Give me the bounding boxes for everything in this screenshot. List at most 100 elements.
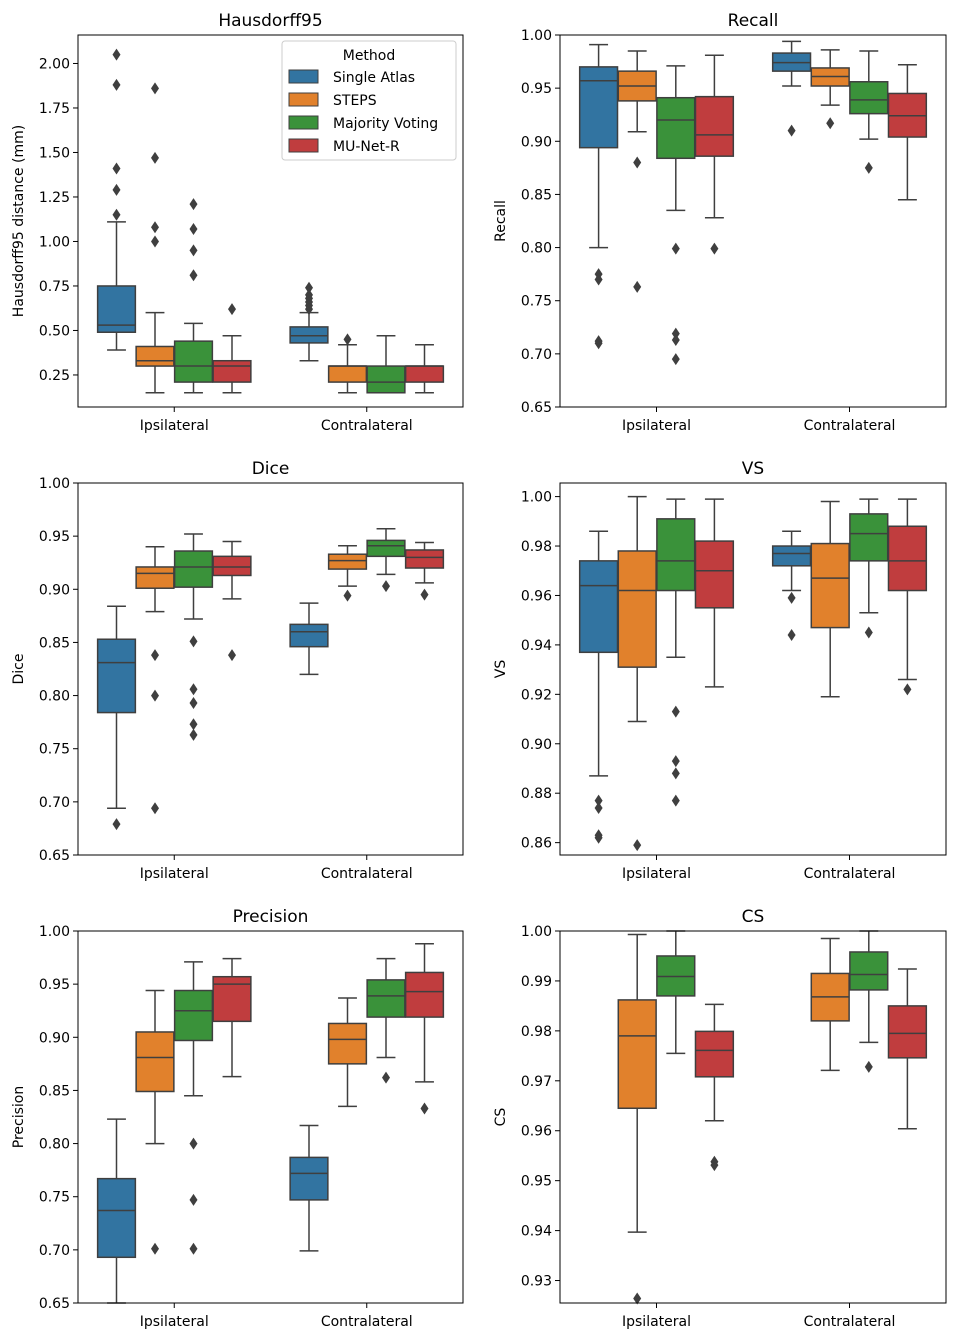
box-iqr [404,549,445,569]
box-single-atlas-contralateral [289,602,329,676]
box-iqr [887,525,928,592]
y-tick-label: 0.80 [39,689,70,705]
outlier-point [305,281,313,294]
y-tick-label: 1.00 [39,234,70,250]
box-majority-voting-contralateral [849,498,889,639]
y-tick-label: 0.92 [521,687,552,703]
y-tick-label: 0.65 [521,400,552,416]
legend-box [281,40,457,161]
outlier-point [189,683,198,696]
outlier-point [787,124,796,137]
y-tick-label: 0.75 [39,742,70,758]
y-axis-label: Hausdorff95 distance (mm) [11,125,27,317]
box-mu-net-r-ipsilateral [212,540,252,662]
legend: Method Single Atlas STEPS Majority Voting MU… [281,40,457,161]
box-steps-ipsilateral [135,546,175,815]
outlier-point [864,1060,873,1073]
outlier-point [633,156,642,169]
box-majority-voting-ipsilateral [656,65,696,366]
y-tick-label: 0.98 [521,1024,552,1040]
box-steps-ipsilateral [617,933,657,1305]
y-tick-label: 0.75 [39,279,70,295]
plot-frame [559,930,947,1304]
outlier-point [864,626,873,639]
chart-panel-6: 0.93 0.94 0.95 0.96 0.97 0.98 0.99 1.00 Ipsilate… [493,907,947,1330]
box-iqr [849,951,889,991]
box-mu-net-r-ipsilateral [212,303,252,394]
legend-label: Single Atlas [333,70,415,86]
legend-swatch [288,115,319,130]
box-mu-net-r-ipsilateral [212,957,252,1078]
y-tick-label: 0.80 [521,241,552,257]
y-tick-label: 0.94 [521,1224,552,1240]
box-iqr [212,555,252,577]
y-axis-label: Recall [493,200,509,242]
y-tick-label: 0.65 [39,848,70,864]
y-tick-label: 0.50 [39,323,70,339]
outlier-point [151,649,159,662]
chart-panel-3: 0.65 0.70 0.75 0.80 0.85 0.90 0.95 1.00 Ipsilate… [11,459,464,882]
y-tick-label: 0.86 [521,836,552,852]
box-mu-net-r-ipsilateral [694,498,735,688]
x-tick-label: Contralateral [804,866,896,882]
plot-frame [77,34,464,408]
y-tick-label: 0.95 [521,1174,552,1190]
box-iqr [810,542,850,629]
outlier-point [671,327,680,340]
y-tick-label: 0.85 [39,1083,70,1099]
outlier-point [787,629,796,642]
outlier-point [305,288,313,301]
outlier-point [343,589,352,602]
x-tick-label: Contralateral [321,418,413,434]
box-single-atlas-contralateral [289,281,329,362]
outlier-point [420,588,429,601]
box-majority-voting-contralateral [366,335,406,394]
outlier-point [151,1242,159,1255]
plot-frame [559,34,947,408]
box-iqr [578,560,619,654]
outlier-point [671,334,680,347]
outlier-point [189,198,198,211]
y-tick-label: 0.85 [521,187,552,203]
outlier-point [189,1137,198,1150]
box-iqr [656,96,696,160]
outlier-point [112,818,121,831]
box-iqr [617,999,657,1110]
x-tick-label: Ipsilateral [622,418,691,434]
plot-frame [559,482,947,856]
y-tick-label: 1.00 [521,28,552,44]
outlier-point [112,162,121,175]
outlier-point [189,728,198,741]
outlier-point [594,831,603,844]
chart-panel-4: 0.86 0.88 0.90 0.92 0.94 0.96 0.98 1.00 Ipsilate… [493,459,947,882]
box-single-atlas-ipsilateral [578,530,619,844]
box-iqr [617,550,657,668]
x-tick-label: Contralateral [804,1314,896,1330]
box-iqr [694,95,735,157]
box-mu-net-r-contralateral [887,64,928,201]
y-tick-label: 1.00 [521,490,552,506]
legend-swatch [288,69,319,84]
box-iqr [327,553,368,570]
y-tick-label: 0.95 [39,529,70,545]
x-tick-label: Contralateral [321,866,413,882]
x-tick-label: Contralateral [321,1314,413,1330]
y-tick-label: 0.90 [521,134,552,150]
outlier-point [382,580,390,593]
box-iqr [135,345,175,367]
y-tick-label: 0.88 [521,786,552,802]
outlier-point [671,767,680,780]
box-iqr [135,1031,175,1093]
box-iqr [404,971,445,1018]
x-tick-label: Ipsilateral [140,1314,209,1330]
box-steps-contralateral [810,49,850,130]
legend-label: Majority Voting [333,116,438,132]
legend-swatch [288,92,319,107]
outlier-point [420,1102,429,1115]
y-tick-label: 0.75 [521,294,552,310]
box-majority-voting-contralateral [849,930,889,1073]
x-tick-label: Contralateral [804,418,896,434]
outlier-point [594,802,603,815]
box-iqr [849,513,889,562]
outlier-point [151,802,159,815]
